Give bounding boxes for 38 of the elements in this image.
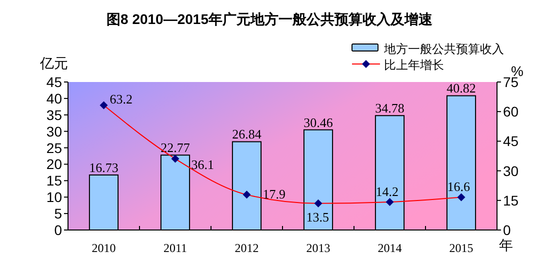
y-axis-title: 亿元 — [39, 55, 68, 71]
y-tick-label: 30 — [46, 123, 62, 140]
y-tick-label: 0 — [54, 222, 62, 238]
x-tick-label: 2013 — [306, 241, 330, 255]
x-tick-label: 2015 — [449, 241, 474, 255]
y2-tick-label: 45 — [503, 133, 519, 150]
y-tick-label: 40 — [46, 90, 62, 106]
data-label: 40.82 — [446, 80, 476, 96]
y-tick-label: 25 — [46, 140, 62, 156]
x-tick-label: 2010 — [92, 241, 116, 255]
data-label: 16.73 — [89, 160, 118, 175]
data-label: 22.77 — [160, 140, 190, 156]
y-tick-label: 10 — [46, 189, 62, 206]
y2-tick-label: 30 — [503, 162, 519, 179]
y-tick-label: 15 — [46, 172, 62, 189]
chart-title: 图8 2010—2015年广元地方一般公共预算收入及增速 — [106, 11, 434, 27]
y-tick-label: 5 — [54, 206, 62, 222]
x-tick-label: 2011 — [163, 241, 188, 255]
legend-label: 比上年增长 — [384, 58, 444, 72]
x-axis-title: 年 — [499, 237, 513, 253]
data-label: 36.1 — [191, 156, 214, 172]
y-tick-label: 20 — [46, 156, 62, 172]
x-tick-label: 2012 — [234, 241, 259, 255]
data-label: 30.46 — [304, 114, 334, 130]
y2-tick-label: 15 — [503, 192, 519, 208]
data-label: 14.2 — [376, 184, 398, 199]
legend-label: 地方一般公共预算收入 — [383, 42, 504, 56]
data-label: 63.2 — [110, 91, 132, 106]
data-label: 13.5 — [306, 209, 329, 224]
data-label: 26.84 — [232, 126, 262, 142]
y-tick-label: 45 — [46, 74, 62, 90]
data-label: 16.6 — [447, 179, 470, 194]
y2-tick-label: 60 — [503, 104, 519, 120]
data-label: 34.78 — [375, 100, 404, 116]
data-label: 17.9 — [262, 186, 286, 202]
y2-tick-label: 0 — [503, 222, 511, 238]
x-tick-label: 2014 — [378, 241, 402, 255]
y-tick-label: 35 — [46, 106, 62, 123]
